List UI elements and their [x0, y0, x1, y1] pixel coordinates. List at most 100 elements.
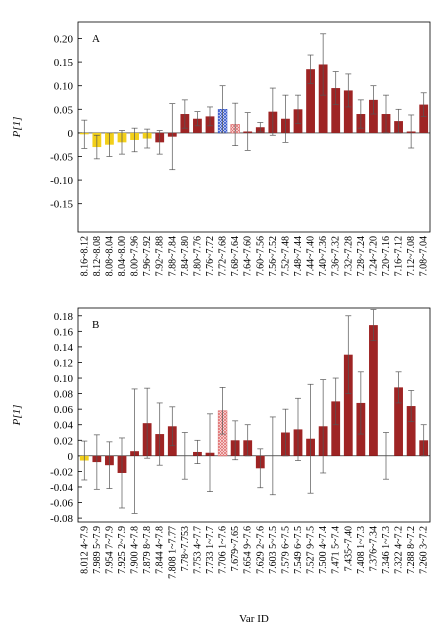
error-bar: [295, 397, 301, 461]
error-bar: [307, 383, 314, 494]
x-tick-label: 7.28~7.24: [356, 236, 367, 276]
x-tick-label: 7.629 2~7.6: [255, 526, 266, 574]
x-tick-label: 7.954 7~7.9: [104, 526, 115, 574]
bar: [343, 90, 353, 133]
y-tick-label: 0.10: [54, 373, 74, 385]
x-tick-label: 7.376~7.34: [368, 526, 379, 571]
x-tick-label: 7.527 9~7.5: [306, 526, 317, 574]
y-tick-label: 0.02: [54, 435, 73, 447]
y-tick-label: -0.02: [50, 466, 73, 478]
x-tick-label: 8.012 4~7.9: [79, 526, 90, 574]
x-tick-label: 7.60~7.56: [255, 236, 266, 276]
bar: [318, 64, 328, 133]
error-bar: [219, 85, 226, 134]
x-tick-label: 7.96~7.92: [142, 236, 153, 276]
x-tick-label: 7.706 1~7.6: [218, 526, 229, 574]
panel-label: A: [92, 33, 100, 45]
error-bar: [93, 434, 100, 490]
error-bar: [345, 315, 352, 394]
error-bar: [332, 71, 339, 105]
error-bar: [269, 87, 276, 136]
error-bar: [119, 437, 125, 509]
bar: [419, 104, 429, 133]
x-tick-label: 7.900 4~7.8: [130, 526, 141, 574]
x-tick-label: 7.679~7.65: [230, 526, 241, 571]
y-tick-label: 0.08: [54, 389, 74, 401]
bar: [369, 325, 378, 456]
error-bar: [81, 440, 88, 481]
error-bar: [232, 102, 239, 146]
error-bar: [144, 128, 151, 149]
y-tick-label: 0.18: [54, 311, 74, 323]
error-bar: [357, 99, 364, 129]
error-bar: [93, 134, 100, 160]
x-tick-label: 7.84~7.80: [180, 236, 191, 276]
error-bar: [144, 387, 151, 459]
error-bar: [282, 408, 289, 457]
error-bar: [244, 424, 251, 457]
x-tick-label: 7.92~7.88: [155, 236, 166, 276]
x-tick-label: 7.408 1~7.3: [356, 526, 367, 574]
x-tick-label: 7.48~7.44: [293, 236, 304, 276]
x-tick-label: 7.78~7.753: [180, 526, 191, 571]
error-bar: [370, 309, 377, 342]
error-bar: [420, 424, 427, 457]
error-bar: [131, 127, 138, 153]
x-tick-label: 7.733 1~7.7: [205, 526, 216, 574]
x-tick-label: 7.989 5~7.9: [92, 526, 103, 574]
error-bar: [408, 390, 415, 422]
y-tick-label: 0.14: [54, 342, 74, 354]
error-bar: [257, 122, 264, 133]
x-tick-label: 7.12~7.08: [406, 236, 417, 276]
error-bar: [282, 94, 289, 143]
x-tick-label: 7.260 3~7.2: [419, 526, 430, 574]
error-bar: [307, 54, 314, 84]
error-bar: [194, 111, 201, 127]
panel-label: B: [92, 319, 99, 331]
error-bar: [106, 441, 113, 489]
error-bar: [320, 33, 327, 96]
x-tick-label: 7.654 9~7.6: [243, 526, 254, 574]
error-bar: [357, 371, 364, 435]
error-bar: [420, 92, 427, 117]
plot-frame: [77, 21, 431, 233]
error-bar: [169, 406, 176, 447]
x-tick-label: 7.879 8~7.8: [142, 526, 153, 574]
bar: [306, 69, 315, 133]
x-tick-label: 8.12~8.08: [92, 236, 103, 276]
x-tick-label: 7.844 4~7.8: [155, 526, 166, 574]
y-tick-label: -0.06: [50, 498, 73, 510]
x-tick-label: 7.500 4~7.4: [318, 526, 329, 574]
error-bar: [181, 99, 188, 129]
error-bar: [345, 73, 352, 108]
x-tick-label: 7.68~7.64: [230, 236, 241, 276]
y-tick-label: 0.12: [54, 357, 73, 369]
bar: [394, 387, 403, 456]
x-tick-label: 7.435~7.40: [343, 526, 354, 571]
x-tick-label: 7.808 1~7.77: [167, 526, 178, 579]
error-bar: [408, 114, 415, 149]
x-tick-label: 8.00~7.96: [130, 236, 141, 276]
x-tick-label: 7.288 8~7.2: [406, 526, 417, 574]
error-bar: [244, 112, 251, 151]
error-bar: [156, 402, 163, 466]
x-tick-label: 8.16~8.12: [79, 236, 90, 276]
error-bar: [119, 130, 125, 155]
error-bar: [131, 388, 138, 514]
error-bar: [181, 432, 188, 480]
error-bar: [106, 132, 113, 157]
x-tick-label: 7.40~7.36: [318, 236, 329, 276]
x-tick-label: 7.346 1~7.3: [381, 526, 392, 574]
x-tick-label: 7.322 4~7.2: [394, 526, 405, 574]
error-bar: [395, 371, 402, 404]
error-bar: [232, 420, 239, 461]
x-tick-label: 7.72~7.68: [218, 236, 229, 276]
y-tick-label: -0.15: [50, 199, 73, 211]
error-bar: [194, 439, 201, 464]
bar: [343, 354, 353, 456]
x-tick-label: 7.76~7.72: [205, 236, 216, 276]
error-bar: [295, 94, 301, 124]
bar: [331, 401, 341, 456]
x-tick-label: 7.20~7.16: [381, 236, 392, 276]
error-bar: [219, 387, 226, 435]
